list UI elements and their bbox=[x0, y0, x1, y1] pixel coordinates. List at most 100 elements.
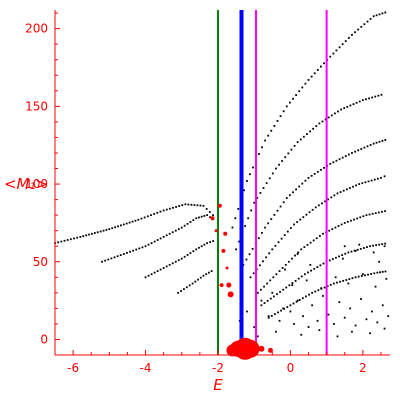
data-point bbox=[279, 205, 282, 208]
data-point bbox=[174, 260, 177, 263]
data-point bbox=[162, 209, 165, 212]
data-point bbox=[332, 282, 335, 285]
data-point bbox=[309, 263, 312, 266]
data-point bbox=[381, 304, 384, 307]
data-point bbox=[177, 259, 180, 262]
data-point bbox=[342, 257, 344, 260]
data-point bbox=[178, 205, 181, 207]
data-point bbox=[156, 239, 159, 241]
data-point bbox=[206, 214, 209, 217]
data-point bbox=[276, 120, 279, 122]
data-point bbox=[333, 112, 336, 115]
data-point bbox=[282, 307, 285, 310]
data-point bbox=[349, 104, 352, 107]
data-point bbox=[354, 249, 357, 252]
data-point bbox=[347, 282, 350, 285]
data-point bbox=[189, 252, 192, 254]
data-point bbox=[362, 247, 365, 249]
data-point bbox=[199, 276, 202, 279]
data-point bbox=[128, 221, 131, 224]
data-point bbox=[374, 212, 377, 215]
data-point bbox=[360, 25, 363, 28]
data-point bbox=[263, 302, 266, 304]
data-point bbox=[120, 224, 122, 227]
red-marker bbox=[223, 231, 228, 236]
data-point bbox=[234, 217, 237, 220]
data-point bbox=[356, 217, 359, 220]
data-point bbox=[311, 291, 314, 294]
data-point bbox=[122, 253, 125, 255]
data-point bbox=[259, 192, 262, 194]
data-point bbox=[359, 216, 362, 219]
data-point bbox=[298, 90, 301, 93]
data-point bbox=[367, 180, 370, 183]
data-point bbox=[313, 172, 316, 175]
data-point bbox=[256, 291, 259, 294]
data-point bbox=[365, 98, 367, 101]
data-point bbox=[101, 260, 103, 263]
data-point bbox=[369, 245, 371, 248]
data-point bbox=[258, 153, 260, 155]
data-point bbox=[260, 299, 263, 302]
data-point bbox=[125, 222, 128, 225]
data-point bbox=[280, 237, 283, 240]
data-point bbox=[247, 217, 250, 220]
data-point bbox=[288, 284, 291, 287]
data-point bbox=[332, 323, 335, 325]
data-point bbox=[291, 257, 293, 260]
data-point bbox=[372, 15, 375, 18]
data-point bbox=[301, 86, 304, 89]
data-point bbox=[162, 235, 165, 238]
data-point bbox=[312, 127, 315, 130]
data-point bbox=[378, 260, 381, 263]
data-point bbox=[76, 236, 79, 239]
data-point bbox=[286, 230, 289, 233]
data-point bbox=[143, 216, 146, 219]
data-point bbox=[144, 276, 147, 279]
data-point bbox=[108, 228, 111, 231]
data-point bbox=[312, 239, 315, 242]
data-point bbox=[384, 242, 387, 245]
data-point bbox=[200, 215, 203, 218]
data-point bbox=[339, 280, 341, 283]
data-point bbox=[60, 240, 63, 243]
data-point bbox=[315, 125, 318, 128]
data-point bbox=[336, 335, 339, 338]
data-point bbox=[212, 214, 214, 217]
data-point bbox=[293, 323, 295, 325]
data-point bbox=[288, 101, 291, 104]
data-point bbox=[321, 202, 323, 205]
data-point bbox=[354, 276, 357, 279]
data-point bbox=[187, 203, 190, 206]
data-point bbox=[318, 329, 321, 332]
data-point bbox=[126, 251, 128, 254]
data-point bbox=[192, 250, 195, 253]
data-points-layer bbox=[54, 11, 390, 338]
data-point bbox=[285, 105, 288, 108]
data-point bbox=[196, 204, 199, 207]
data-point bbox=[195, 248, 198, 251]
data-point bbox=[364, 181, 367, 184]
data-point bbox=[358, 100, 361, 103]
data-point bbox=[283, 234, 286, 237]
data-point bbox=[313, 267, 316, 270]
data-point bbox=[320, 287, 323, 290]
data-point bbox=[193, 204, 196, 206]
data-point bbox=[322, 262, 325, 265]
data-point bbox=[363, 23, 366, 26]
data-point bbox=[93, 232, 96, 234]
data-point bbox=[335, 49, 338, 52]
data-point bbox=[299, 218, 302, 221]
data-point bbox=[283, 307, 286, 310]
data-point bbox=[270, 129, 273, 132]
data-point bbox=[165, 234, 168, 237]
data-point bbox=[279, 115, 282, 118]
data-point bbox=[380, 176, 382, 179]
data-point bbox=[198, 246, 200, 249]
data-point bbox=[262, 260, 264, 263]
data-point bbox=[208, 271, 210, 274]
data-point bbox=[343, 107, 346, 110]
data-point bbox=[287, 152, 290, 155]
data-point bbox=[273, 313, 276, 316]
data-point bbox=[172, 206, 174, 209]
